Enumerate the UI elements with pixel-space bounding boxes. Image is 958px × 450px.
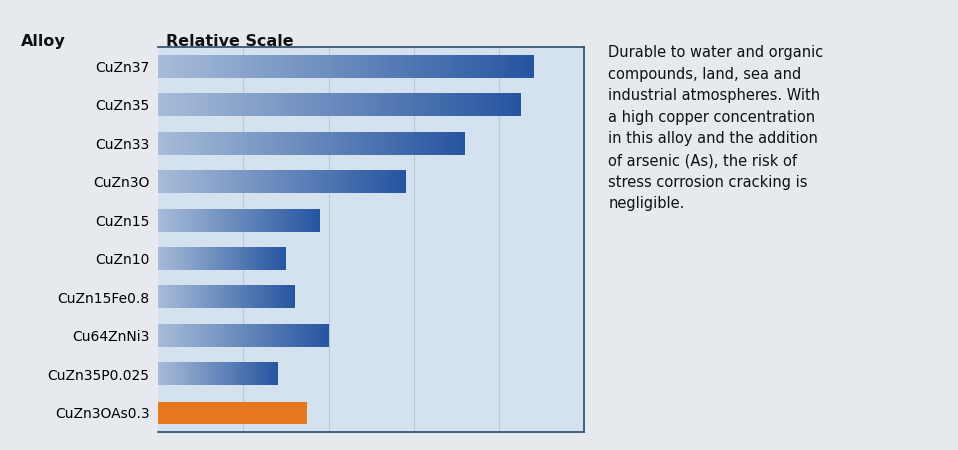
Text: Alloy: Alloy	[21, 34, 66, 49]
Text: Relative Scale: Relative Scale	[166, 34, 293, 49]
Bar	[158, 401, 308, 424]
Text: Durable to water and organic
compounds, land, sea and
industrial atmospheres. Wi: Durable to water and organic compounds, …	[608, 45, 824, 211]
